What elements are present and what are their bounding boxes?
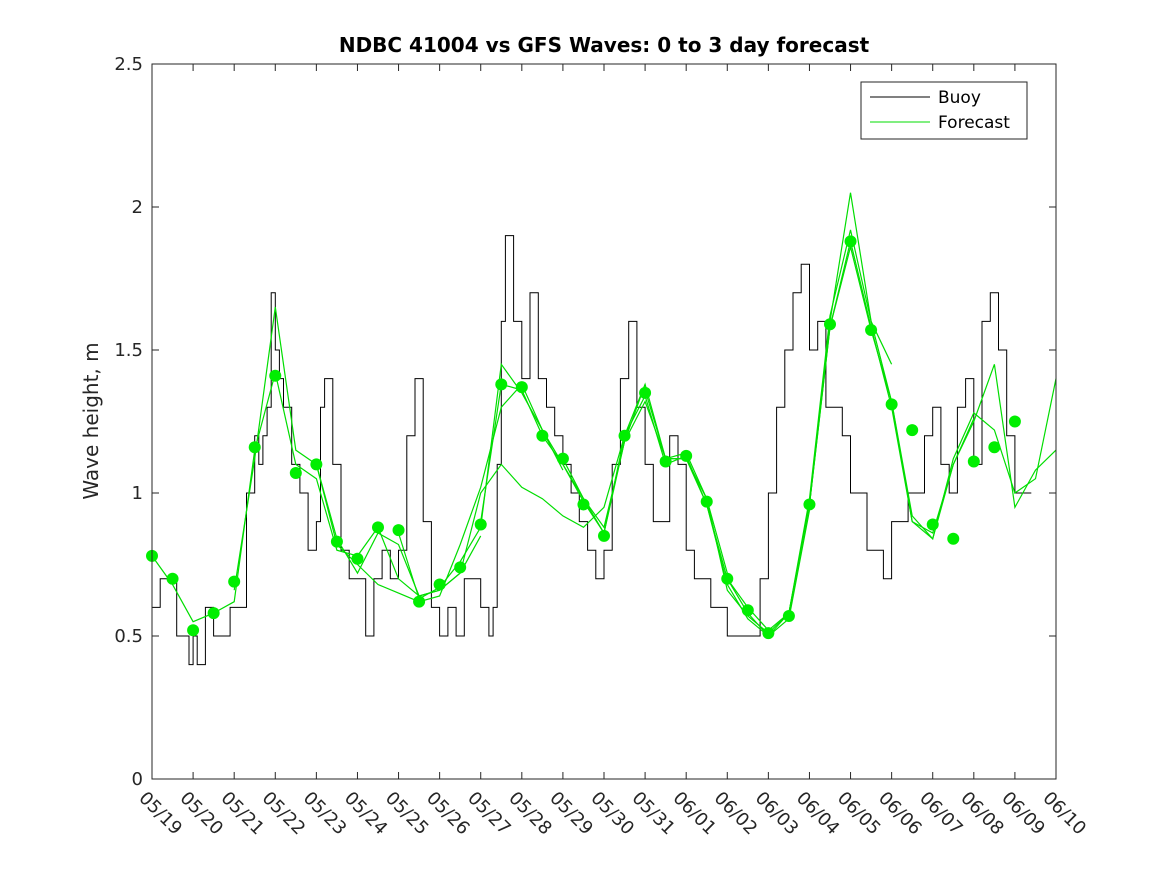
forecast-marker xyxy=(392,524,405,537)
forecast-marker xyxy=(310,458,323,471)
forecast-marker xyxy=(474,518,487,531)
forecast-marker xyxy=(824,318,836,331)
forecast-marker xyxy=(166,572,179,585)
forecast-marker xyxy=(515,381,528,394)
forecast-marker xyxy=(803,498,816,511)
forecast-marker xyxy=(433,578,446,591)
forecast-marker xyxy=(680,449,693,462)
forecast-marker xyxy=(556,452,569,465)
forecast-marker-group xyxy=(146,235,1021,640)
chart-title: NDBC 41004 vs GFS Waves: 0 to 3 day fore… xyxy=(339,33,870,57)
forecast-marker xyxy=(721,572,734,585)
legend-box xyxy=(860,81,1028,140)
forecast-marker xyxy=(906,424,919,437)
y-tick-label: 1 xyxy=(132,483,143,504)
y-tick-label: 2.5 xyxy=(114,54,143,75)
forecast-line xyxy=(233,307,564,603)
forecast-marker xyxy=(782,609,795,622)
legend-forecast-label: Forecast xyxy=(938,113,1010,133)
forecast-marker xyxy=(413,595,426,608)
forecast-marker xyxy=(1008,415,1021,428)
y-tick-label: 1.5 xyxy=(114,340,143,361)
forecast-marker xyxy=(700,495,713,508)
forecast-marker xyxy=(454,561,467,574)
forecast-marker xyxy=(598,529,610,542)
y-tick-label: 2 xyxy=(132,197,143,218)
legend-buoy-label: Buoy xyxy=(938,88,981,108)
forecast-marker xyxy=(885,398,898,411)
y-tick-label: 0.5 xyxy=(114,626,143,647)
forecast-marker xyxy=(289,466,302,479)
forecast-marker xyxy=(639,386,652,399)
legend: Buoy Forecast xyxy=(860,81,1028,140)
forecast-marker xyxy=(618,429,631,442)
forecast-line xyxy=(562,229,893,634)
forecast-marker xyxy=(207,607,220,620)
forecast-marker xyxy=(865,323,878,336)
y-tick-label: 0 xyxy=(132,769,143,790)
buoy-line xyxy=(152,235,1032,666)
forecast-marker xyxy=(351,552,364,565)
forecast-marker xyxy=(269,369,282,382)
forecast-marker xyxy=(372,521,384,534)
plot-area xyxy=(152,64,1056,779)
y-axis-label: Wave height, m xyxy=(79,342,103,499)
forecast-line xyxy=(315,384,646,597)
forecast-marker xyxy=(536,429,549,442)
forecast-marker xyxy=(947,532,960,545)
buoy-series-group xyxy=(152,235,1032,666)
forecast-marker xyxy=(577,498,590,511)
forecast-marker xyxy=(330,535,343,548)
forecast-marker xyxy=(495,378,508,391)
forecast-marker xyxy=(762,627,775,640)
forecast-marker xyxy=(988,441,1001,454)
forecast-marker xyxy=(967,455,980,468)
forecast-marker xyxy=(248,441,261,454)
forecast-marker xyxy=(926,518,939,531)
forecast-marker xyxy=(228,575,241,588)
forecast-marker xyxy=(187,624,200,637)
forecast-marker xyxy=(844,235,857,248)
forecast-marker xyxy=(741,604,754,617)
forecast-marker xyxy=(659,455,672,468)
